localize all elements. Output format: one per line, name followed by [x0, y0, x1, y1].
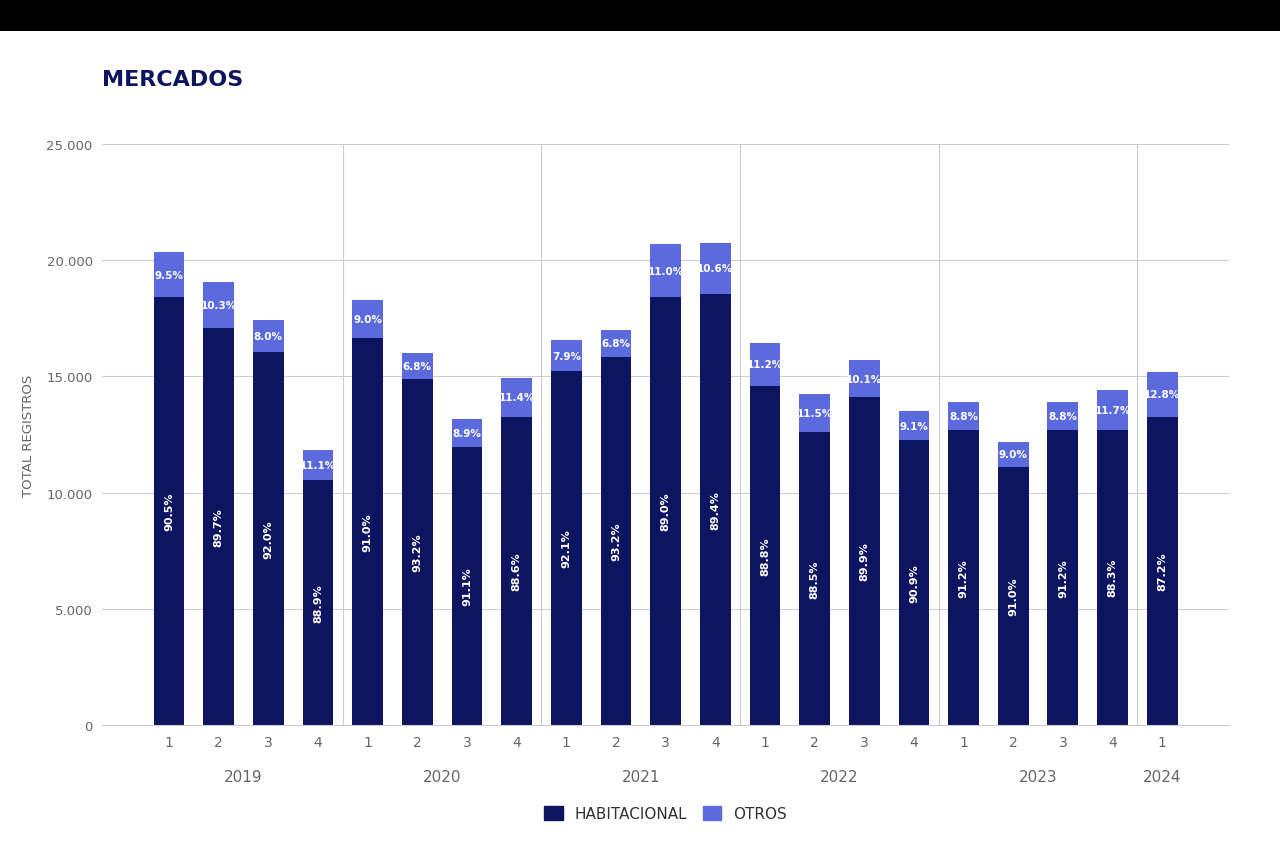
Text: 2022: 2022: [820, 769, 859, 785]
Bar: [998, 442, 1029, 467]
Text: 90.5%: 90.5%: [164, 492, 174, 531]
Text: 89.4%: 89.4%: [710, 490, 721, 529]
Bar: [650, 298, 681, 725]
Text: 87.2%: 87.2%: [1157, 552, 1167, 590]
Text: 92.0%: 92.0%: [264, 519, 274, 558]
Text: 88.9%: 88.9%: [314, 583, 323, 622]
Bar: [700, 244, 731, 294]
Text: 11.5%: 11.5%: [796, 409, 833, 419]
Text: 91.0%: 91.0%: [362, 513, 372, 551]
Bar: [948, 431, 979, 725]
Bar: [1047, 403, 1078, 431]
Bar: [600, 331, 631, 357]
Text: 88.6%: 88.6%: [512, 552, 522, 591]
Text: 88.5%: 88.5%: [809, 560, 819, 598]
Bar: [1097, 430, 1128, 725]
Text: 9.1%: 9.1%: [900, 421, 928, 431]
Bar: [154, 298, 184, 725]
Text: 91.2%: 91.2%: [959, 559, 969, 597]
Text: 89.9%: 89.9%: [859, 542, 869, 581]
Bar: [550, 371, 581, 725]
Text: 11.7%: 11.7%: [1094, 405, 1130, 415]
Text: 6.8%: 6.8%: [602, 339, 631, 349]
Bar: [948, 403, 979, 431]
Text: 90.9%: 90.9%: [909, 563, 919, 602]
Bar: [452, 420, 483, 447]
Bar: [352, 300, 383, 339]
Bar: [700, 294, 731, 725]
Text: 11.2%: 11.2%: [746, 360, 783, 369]
Bar: [452, 447, 483, 725]
Text: 8.8%: 8.8%: [1048, 412, 1078, 421]
Text: 2019: 2019: [224, 769, 262, 785]
Text: 2020: 2020: [422, 769, 461, 785]
Bar: [799, 394, 829, 432]
Y-axis label: TOTAL REGISTROS: TOTAL REGISTROS: [22, 374, 36, 496]
Bar: [998, 467, 1029, 725]
Text: 7.9%: 7.9%: [552, 351, 581, 361]
Text: 91.1%: 91.1%: [462, 566, 472, 606]
Bar: [302, 450, 333, 480]
Text: 9.0%: 9.0%: [998, 450, 1028, 460]
Text: 8.0%: 8.0%: [253, 331, 283, 341]
Bar: [402, 379, 433, 725]
Bar: [204, 283, 234, 328]
Text: 2024: 2024: [1143, 769, 1181, 785]
Bar: [502, 378, 532, 418]
Bar: [502, 418, 532, 725]
Text: 93.2%: 93.2%: [412, 533, 422, 572]
Bar: [352, 339, 383, 725]
Text: 88.3%: 88.3%: [1107, 559, 1117, 597]
Bar: [154, 252, 184, 298]
Bar: [253, 320, 284, 352]
Text: 93.2%: 93.2%: [611, 522, 621, 560]
Text: 9.5%: 9.5%: [155, 270, 183, 281]
Text: 8.9%: 8.9%: [453, 428, 481, 438]
Text: 10.6%: 10.6%: [698, 264, 733, 274]
Text: 12.8%: 12.8%: [1144, 390, 1180, 400]
Bar: [1147, 417, 1178, 725]
Bar: [402, 354, 433, 379]
Text: 88.8%: 88.8%: [760, 537, 771, 575]
Text: 91.2%: 91.2%: [1057, 559, 1068, 597]
Bar: [899, 412, 929, 440]
Bar: [750, 344, 781, 386]
Text: 6.8%: 6.8%: [403, 362, 431, 371]
Bar: [550, 341, 581, 371]
Bar: [253, 352, 284, 725]
Text: 10.3%: 10.3%: [201, 301, 237, 310]
Legend: HABITACIONAL, OTROS: HABITACIONAL, OTROS: [538, 800, 794, 827]
Text: MERCADOS: MERCADOS: [102, 70, 243, 90]
Bar: [1047, 431, 1078, 725]
Bar: [799, 432, 829, 725]
Bar: [204, 328, 234, 725]
Text: 9.0%: 9.0%: [353, 315, 381, 324]
Bar: [1147, 373, 1178, 417]
Text: 11.0%: 11.0%: [648, 266, 684, 276]
Text: 8.8%: 8.8%: [948, 412, 978, 421]
Bar: [1097, 391, 1128, 430]
Bar: [302, 480, 333, 725]
Text: 2021: 2021: [622, 769, 660, 785]
Text: 89.7%: 89.7%: [214, 508, 224, 546]
Text: 10.1%: 10.1%: [846, 374, 882, 384]
Text: 11.4%: 11.4%: [498, 393, 535, 403]
Text: 91.0%: 91.0%: [1009, 577, 1018, 616]
Text: 2023: 2023: [1019, 769, 1057, 785]
Bar: [849, 361, 879, 397]
Bar: [750, 386, 781, 725]
Bar: [600, 357, 631, 725]
Text: 89.0%: 89.0%: [660, 492, 671, 531]
Text: 11.1%: 11.1%: [300, 461, 337, 470]
Bar: [899, 440, 929, 725]
Bar: [650, 245, 681, 298]
Text: 92.1%: 92.1%: [561, 529, 571, 567]
Bar: [849, 397, 879, 725]
